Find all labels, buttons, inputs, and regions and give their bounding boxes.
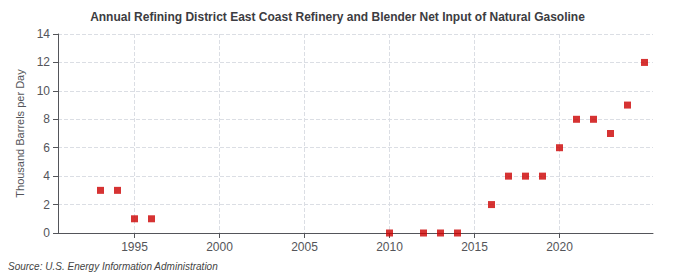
svg-text:8: 8 <box>43 112 50 126</box>
svg-text:2000: 2000 <box>206 240 233 254</box>
svg-text:2020: 2020 <box>546 240 573 254</box>
svg-text:Source: U.S. Energy Informatio: Source: U.S. Energy Information Administ… <box>8 261 218 272</box>
svg-text:2: 2 <box>43 198 50 212</box>
svg-text:2010: 2010 <box>376 240 403 254</box>
svg-text:Thousand Barrels per Day: Thousand Barrels per Day <box>14 69 26 198</box>
svg-text:0: 0 <box>43 226 50 240</box>
svg-text:4: 4 <box>43 169 50 183</box>
svg-text:1995: 1995 <box>121 240 148 254</box>
svg-text:6: 6 <box>43 141 50 155</box>
svg-text:2015: 2015 <box>461 240 488 254</box>
svg-text:12: 12 <box>37 55 51 69</box>
svg-text:14: 14 <box>37 27 51 41</box>
svg-text:Annual Refining District East: Annual Refining District East Coast Refi… <box>90 10 585 24</box>
svg-text:2005: 2005 <box>291 240 318 254</box>
svg-text:10: 10 <box>37 84 51 98</box>
